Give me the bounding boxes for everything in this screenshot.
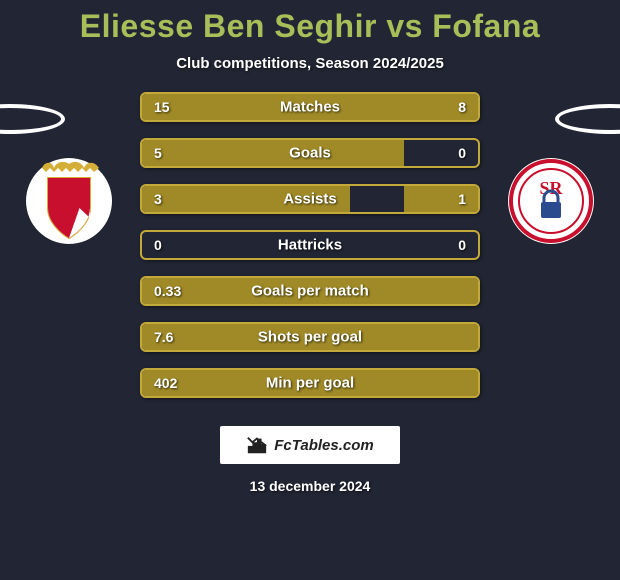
monaco-crest-icon <box>34 158 104 244</box>
reims-crest-icon: SR <box>508 158 594 244</box>
comparison-subtitle: Club competitions, Season 2024/2025 <box>0 55 620 72</box>
crest-right: SR <box>508 158 594 244</box>
stat-value-right: 8 <box>458 99 466 115</box>
stat-row: 15 8 Matches <box>140 92 480 122</box>
stat-row: 0 0 Hattricks <box>140 230 480 260</box>
stat-value-left: 402 <box>154 375 177 391</box>
stat-value-right: 0 <box>458 237 466 253</box>
stat-row: 5 0 Goals <box>140 138 480 168</box>
stat-value-left: 5 <box>154 145 162 161</box>
stat-label: Min per goal <box>266 375 354 392</box>
watermark-text: FcTables.com <box>274 437 373 454</box>
chart-icon <box>246 434 268 456</box>
stat-fill-right <box>404 186 478 212</box>
comparison-title: Eliesse Ben Seghir vs Fofana <box>0 0 620 45</box>
stat-value-right: 0 <box>458 145 466 161</box>
crest-left <box>26 158 112 244</box>
stat-label: Matches <box>280 99 340 116</box>
stat-value-left: 0.33 <box>154 283 181 299</box>
stat-bars: 15 8 Matches 5 0 Goals 3 1 Assists 0 0 Hattricks 0.3… <box>140 92 480 398</box>
stat-label: Hattricks <box>278 237 342 254</box>
stat-label: Goals <box>289 145 331 162</box>
halo-left <box>0 104 65 134</box>
stat-label: Shots per goal <box>258 329 362 346</box>
stat-value-left: 7.6 <box>154 329 173 345</box>
date-label: 13 december 2024 <box>0 478 620 494</box>
stat-value-left: 0 <box>154 237 162 253</box>
halo-right <box>555 104 620 134</box>
stat-row: 3 1 Assists <box>140 184 480 214</box>
stat-label: Assists <box>283 191 336 208</box>
stat-value-left: 3 <box>154 191 162 207</box>
stat-row: 7.6 Shots per goal <box>140 322 480 352</box>
stat-fill-left <box>142 140 404 166</box>
stat-label: Goals per match <box>251 283 369 300</box>
watermark: FcTables.com <box>220 426 400 464</box>
stat-value-left: 15 <box>154 99 170 115</box>
stat-row: 402 Min per goal <box>140 368 480 398</box>
stat-value-right: 1 <box>458 191 466 207</box>
stat-row: 0.33 Goals per match <box>140 276 480 306</box>
comparison-main: SR 15 8 Matches 5 0 Goals 3 1 Assists 0 0 Hattricks… <box>0 92 620 398</box>
